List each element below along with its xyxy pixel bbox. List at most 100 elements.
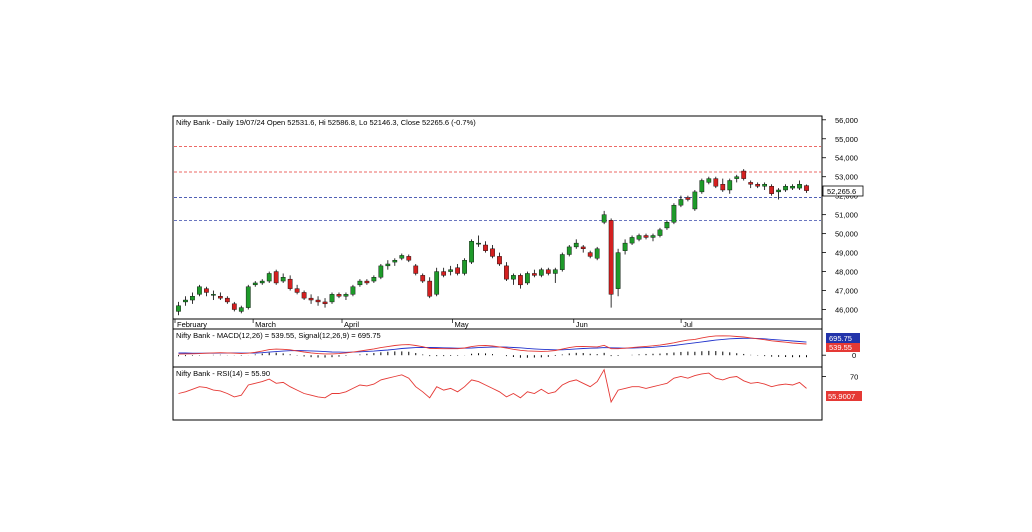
candle-body — [273, 271, 279, 284]
macd-value-tag — [826, 343, 860, 352]
candle-body — [511, 275, 516, 280]
candle-body — [392, 259, 398, 263]
candle-body — [566, 246, 572, 255]
candle-body — [657, 229, 663, 236]
candle-body — [504, 265, 509, 280]
candle-body — [448, 269, 453, 272]
candle-body — [259, 280, 265, 284]
candle-body — [532, 273, 537, 276]
candle-body — [399, 255, 405, 259]
candle-body — [420, 275, 426, 282]
candle-body — [734, 176, 740, 179]
candle-body — [615, 252, 621, 289]
candle-body — [434, 271, 440, 295]
rsi-value-tag — [826, 391, 862, 401]
candle-body — [287, 278, 293, 289]
candle-body — [322, 301, 328, 305]
signal-value-tag — [826, 333, 860, 343]
candle-body — [469, 241, 474, 263]
candle-body — [699, 180, 705, 193]
candle-body — [371, 277, 377, 282]
price-tick-label: 53,000 — [835, 173, 858, 182]
candle-body — [587, 252, 593, 257]
macd-line — [178, 335, 807, 355]
signal-value-label: 695.75 — [829, 334, 852, 343]
candle-body — [741, 170, 747, 179]
price-tick-label: 55,000 — [835, 135, 858, 144]
price-tick-label: 47,000 — [835, 287, 858, 296]
candle-body — [224, 297, 230, 303]
candle-body — [343, 294, 349, 297]
candle-body — [706, 178, 712, 183]
candle-body — [252, 282, 258, 286]
rsi-tick-label: 70 — [850, 373, 858, 382]
candle-body — [336, 294, 342, 297]
candle-body — [329, 294, 335, 303]
candle-body — [211, 294, 216, 296]
candle-body — [413, 265, 419, 274]
date-tick-label: February — [177, 320, 207, 329]
candle-body — [762, 184, 768, 187]
rsi-line — [178, 368, 807, 404]
candle-body — [476, 242, 481, 245]
candle-body — [629, 237, 635, 244]
candle-body — [308, 297, 314, 301]
price-tick-label: 54,000 — [835, 154, 858, 163]
candle-body — [266, 273, 272, 282]
candle-body — [643, 235, 649, 238]
candle-body — [685, 197, 691, 200]
price-tick-label: 51,000 — [835, 211, 858, 220]
candle-body — [197, 286, 202, 295]
candle-body — [608, 220, 614, 295]
candle-body — [350, 286, 356, 295]
candle-body — [441, 271, 447, 276]
candle-body — [427, 280, 433, 297]
macd-value-label: 539.55 — [829, 343, 852, 352]
candle-body — [245, 286, 251, 308]
date-tick-label: Jun — [576, 320, 588, 329]
price-panel-frame — [172, 115, 823, 320]
candle-body — [748, 182, 754, 185]
candle-body — [664, 222, 670, 229]
candle-body — [462, 259, 467, 274]
candle-body — [385, 263, 391, 267]
rsi-panel-title: Nifty Bank - RSI(14) = 55.90 — [176, 369, 270, 378]
last-price-tag — [822, 185, 864, 197]
last-price-label: 52,265.6 — [827, 187, 856, 196]
rsi-panel-frame — [172, 366, 823, 421]
candle-body — [727, 180, 733, 191]
candle-body — [790, 185, 795, 189]
date-tick-label: April — [344, 320, 359, 329]
price-tick-label: 56,000 — [835, 116, 858, 125]
candle-body — [797, 184, 802, 189]
signal-line — [178, 337, 807, 354]
candle-body — [204, 288, 209, 293]
macd-panel-title: Nifty Bank - MACD(12,26) = 539.55, Signa… — [176, 331, 381, 340]
candle-body — [636, 235, 642, 240]
candle-body — [552, 269, 558, 274]
candle-body — [720, 184, 726, 191]
candle-body — [601, 214, 607, 223]
candle-body — [217, 296, 223, 299]
candle-body — [769, 185, 774, 194]
candle-body — [573, 242, 579, 248]
candle-body — [406, 256, 412, 261]
candle-body — [538, 269, 544, 276]
date-tick-label: Jul — [683, 320, 693, 329]
candle-body — [713, 178, 719, 187]
candle-body — [755, 184, 761, 187]
price-tick-label: 50,000 — [835, 230, 858, 239]
candle-body — [545, 269, 551, 274]
candle-body — [238, 307, 244, 312]
candle-body — [231, 303, 237, 310]
date-tick-label: May — [454, 320, 468, 329]
rsi-value-label: 55.9007 — [828, 392, 855, 401]
candle-body — [804, 185, 809, 191]
price-panel-title: Nifty Bank - Daily 19/07/24 Open 52531.6… — [176, 118, 476, 127]
candle-body — [176, 305, 181, 312]
date-tick-label: March — [255, 320, 276, 329]
macd-tick-label: 0 — [852, 351, 856, 360]
candle-body — [490, 248, 495, 257]
